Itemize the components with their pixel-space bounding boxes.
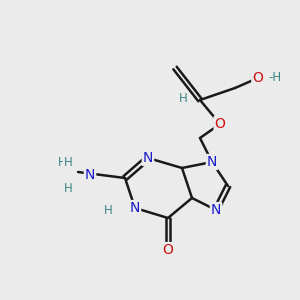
Text: N: N xyxy=(85,168,95,182)
Text: H: H xyxy=(103,203,112,217)
Text: H: H xyxy=(58,155,66,169)
Text: O: O xyxy=(163,243,173,257)
Text: N: N xyxy=(211,203,221,217)
Text: N: N xyxy=(143,151,153,165)
Text: -H: -H xyxy=(268,70,282,84)
Text: O: O xyxy=(253,71,263,85)
Text: H: H xyxy=(179,92,188,105)
Text: N: N xyxy=(130,201,140,215)
Text: O: O xyxy=(214,117,225,131)
Text: H: H xyxy=(64,182,72,194)
Text: O: O xyxy=(253,71,263,85)
Text: H: H xyxy=(64,155,72,169)
Text: N: N xyxy=(207,155,217,169)
